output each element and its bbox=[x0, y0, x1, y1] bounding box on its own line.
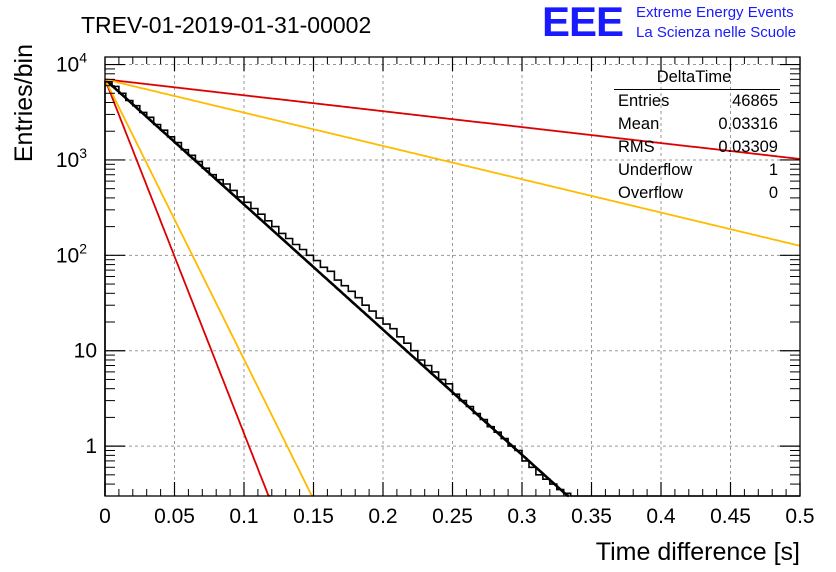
stats-row-rms: RMS 0.03309 bbox=[618, 138, 778, 158]
stats-title: DeltaTime bbox=[656, 68, 732, 86]
stats-row-mean: Mean 0.03316 bbox=[618, 115, 778, 135]
x-tick-label: 0.15 bbox=[293, 505, 334, 528]
x-tick-label: 0.1 bbox=[229, 505, 258, 528]
y-axis-label: Entries/bin bbox=[10, 44, 38, 162]
stats-label: Overflow bbox=[618, 184, 684, 202]
x-tick-label: 0.05 bbox=[154, 505, 195, 528]
stats-value: 0.03309 bbox=[718, 138, 778, 156]
x-tick-label: 0.5 bbox=[785, 505, 814, 528]
brand-line-2: La Scienza nelle Scuole bbox=[636, 24, 797, 41]
y-tick-label: 104 bbox=[56, 50, 87, 77]
stats-title-rule bbox=[614, 89, 780, 90]
x-tick-label: 0 bbox=[99, 505, 111, 528]
reference-curve-3 bbox=[104, 78, 801, 160]
x-tick-label: 0.3 bbox=[507, 505, 536, 528]
stats-value: 0.03316 bbox=[718, 115, 778, 133]
x-tick-label: 0.25 bbox=[432, 505, 473, 528]
chart-title: TREV-01-2019-01-31-00002 bbox=[81, 12, 371, 38]
stats-label: Underflow bbox=[618, 161, 693, 179]
y-tick-label: 10 bbox=[74, 340, 97, 363]
stats-value: 1 bbox=[768, 161, 778, 179]
x-tick-label: 0.45 bbox=[710, 505, 751, 528]
eee-logo: EEE bbox=[542, 0, 624, 45]
x-axis-label: Time difference [s] bbox=[596, 538, 800, 566]
x-tick-labels: 0 0.05 0.1 0.15 0.2 0.25 0.3 0.35 0.4 0.45 0.5 bbox=[99, 505, 814, 528]
stats-label: RMS bbox=[618, 138, 655, 156]
x-tick-label: 0.35 bbox=[571, 505, 612, 528]
stats-label: Entries bbox=[618, 92, 670, 110]
stats-box: DeltaTime Entries 46865 Mean 0.03316 RMS… bbox=[608, 66, 780, 212]
stats-label: Mean bbox=[618, 115, 660, 133]
x-tick-label: 0.4 bbox=[646, 505, 676, 528]
brand-line-1: Extreme Energy Events bbox=[636, 4, 794, 21]
stats-row-underflow: Underflow 1 bbox=[618, 161, 778, 181]
reference-curve-5 bbox=[104, 78, 801, 247]
y-tick-label: 1 bbox=[85, 435, 97, 458]
x-tick-label: 0.2 bbox=[368, 505, 397, 528]
reference-curve-4 bbox=[104, 78, 314, 497]
eee-brand: EEE Extreme Energy Events La Scienza nel… bbox=[540, 0, 830, 46]
y-tick-label: 102 bbox=[56, 240, 87, 267]
y-tick-labels: 1 10 102 103 104 bbox=[56, 50, 97, 459]
stats-value: 46865 bbox=[732, 92, 778, 110]
reference-curve-2 bbox=[104, 78, 271, 497]
y-tick-label: 103 bbox=[56, 145, 87, 172]
axis-ticks bbox=[104, 57, 801, 497]
stats-row-overflow: Overflow 0 bbox=[618, 184, 778, 204]
stats-value: 0 bbox=[768, 184, 778, 202]
stats-row-entries: Entries 46865 bbox=[618, 92, 778, 112]
